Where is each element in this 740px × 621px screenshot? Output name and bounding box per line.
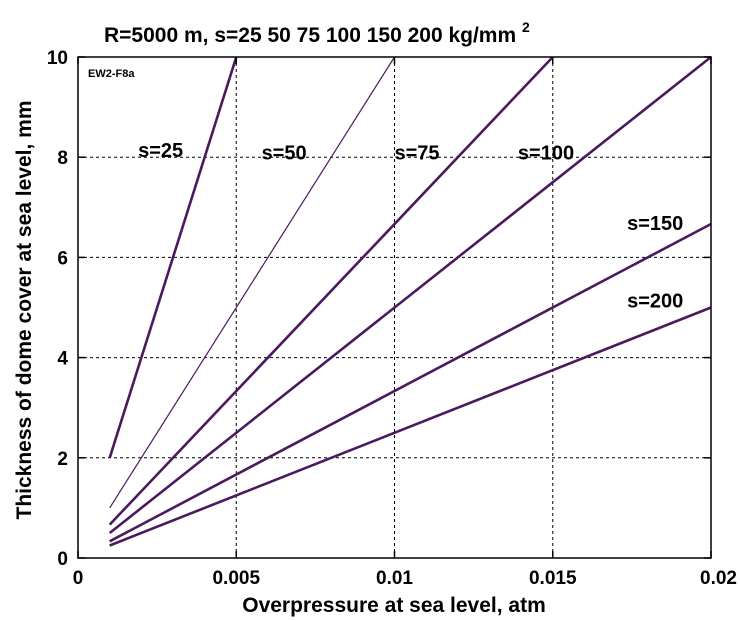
x-axis-label: Overpressure at sea level, atm	[242, 594, 546, 617]
y-tick-label: 6	[57, 248, 68, 269]
x-tick-label: 0.01	[376, 568, 413, 589]
y-tick-label: 4	[57, 349, 68, 370]
figure-tag: EW2-F8a	[88, 68, 135, 80]
chart-title-main: R=5000 m, s=25 50 75 100 150 200 kg/mm	[104, 24, 516, 47]
series-line-s=75	[108, 56, 554, 526]
y-tick-label: 2	[57, 449, 68, 470]
x-tick-label: 0.005	[212, 568, 260, 589]
y-tick-label: 0	[57, 549, 68, 570]
annotation-s=200: s=200	[627, 291, 683, 313]
annotation-s=50: s=50	[262, 143, 307, 165]
chart-title: R=5000 m, s=25 50 75 100 150 200 kg/mm 2	[104, 19, 530, 47]
annotation-s=100: s=100	[518, 143, 574, 165]
series-line-s=100	[108, 55, 712, 535]
y-tick-label: 8	[57, 148, 68, 169]
series-annotations: s=25 s=50 s=75 s=100 s=150 s=200	[138, 140, 683, 312]
series-line-s=50	[109, 56, 396, 509]
annotation-s=75: s=75	[395, 143, 440, 165]
series-line-s=200	[109, 306, 712, 547]
x-tick-label: 0.02	[700, 568, 737, 589]
y-axis-label: Thickness of dome cover at sea level, mm	[13, 100, 36, 519]
chart-title-superscript: 2	[522, 19, 530, 35]
y-tick-label: 10	[47, 48, 68, 69]
series-line-s=25	[108, 56, 238, 459]
annotation-s=150: s=150	[627, 213, 683, 235]
x-tick-label: 0.015	[529, 568, 577, 589]
annotation-s=25: s=25	[138, 140, 183, 162]
series-lines	[108, 55, 712, 547]
x-tick-label: 0	[73, 568, 84, 589]
series-line-s=150	[109, 222, 712, 543]
axis-ticks: 0 0.005 0.01 0.015 0.02 0 2 4 6 8 10	[47, 48, 737, 589]
